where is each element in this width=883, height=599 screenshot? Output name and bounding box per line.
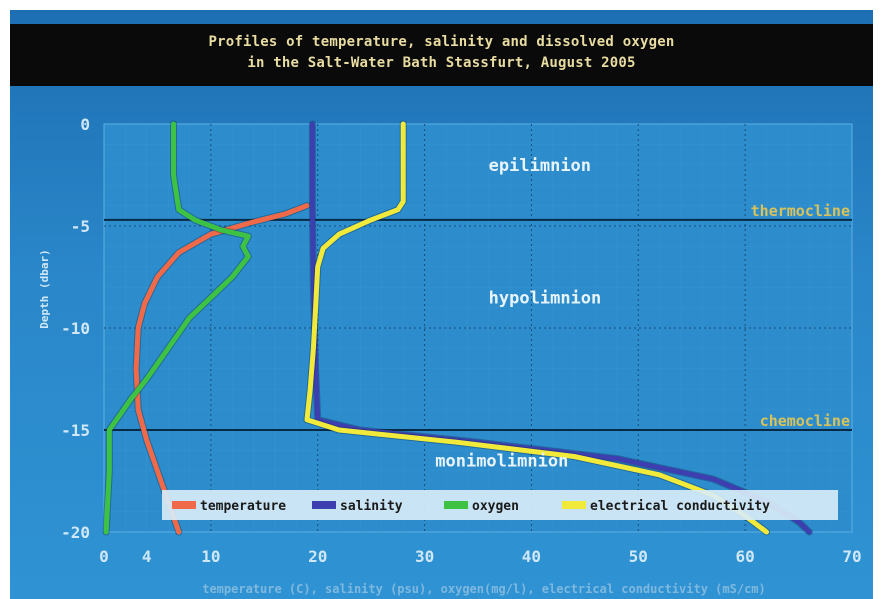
y-axis-label: Depth (dbar) xyxy=(38,249,51,328)
chart-title-line-1: Profiles of temperature, salinity and di… xyxy=(208,34,675,50)
chart-frame: thermocline chemocline 0 -5 -10 -15 -20 0 4 10 20… xyxy=(10,10,873,599)
x-tick-label: 20 xyxy=(308,547,327,566)
x-tick-label: 0 xyxy=(99,547,109,566)
layer-label-epilimnion: epilimnion xyxy=(489,156,591,176)
y-tick-label: -15 xyxy=(61,421,90,440)
legend-label-electrical-conductivity: electrical conductivity xyxy=(590,499,770,514)
layer-label-hypolimnion: hypolimnion xyxy=(489,289,602,309)
chart-svg: thermocline chemocline 0 -5 -10 -15 -20 0 4 10 20… xyxy=(38,115,862,596)
layer-label-monimolimnion: monimolimnion xyxy=(435,452,568,472)
series-line-oxygen xyxy=(103,121,251,535)
x-tick-label: 40 xyxy=(522,547,541,566)
y-tick-label: -5 xyxy=(71,217,90,236)
legend-swatch-oxygen xyxy=(444,501,468,509)
y-tick-label: -20 xyxy=(61,523,90,542)
legend-swatch-temperature xyxy=(172,501,196,509)
layer-line-label-thermocline: thermocline xyxy=(751,202,850,220)
x-tick-label: 60 xyxy=(736,547,755,566)
series-line-electrical-conductivity xyxy=(304,121,769,535)
plot-area xyxy=(103,123,853,533)
legend-box xyxy=(162,490,838,520)
x-tick-label: 30 xyxy=(415,547,434,566)
x-tick-label: 4 xyxy=(142,547,152,566)
legend-swatch-salinity xyxy=(312,501,336,509)
legend-label-salinity: salinity xyxy=(340,499,403,514)
chart-title-bar: Profiles of temperature, salinity and di… xyxy=(10,24,873,86)
layer-line-label-chemocline: chemocline xyxy=(760,412,850,430)
series-line-temperature xyxy=(133,203,310,535)
x-tick-label: 70 xyxy=(842,547,861,566)
x-axis-label: temperature (C), salinity (psu), oxygen(… xyxy=(202,582,766,596)
y-tick-label: -10 xyxy=(61,319,90,338)
chart-title-line-2: in the Salt-Water Bath Stassfurt, August… xyxy=(247,55,636,71)
y-tick-label: 0 xyxy=(80,115,90,134)
legend-label-temperature: temperature xyxy=(200,499,286,514)
legend-label-oxygen: oxygen xyxy=(472,499,519,514)
legend-swatch-electrical-conductivity xyxy=(562,501,586,509)
x-tick-label: 10 xyxy=(201,547,220,566)
x-tick-label: 50 xyxy=(629,547,648,566)
